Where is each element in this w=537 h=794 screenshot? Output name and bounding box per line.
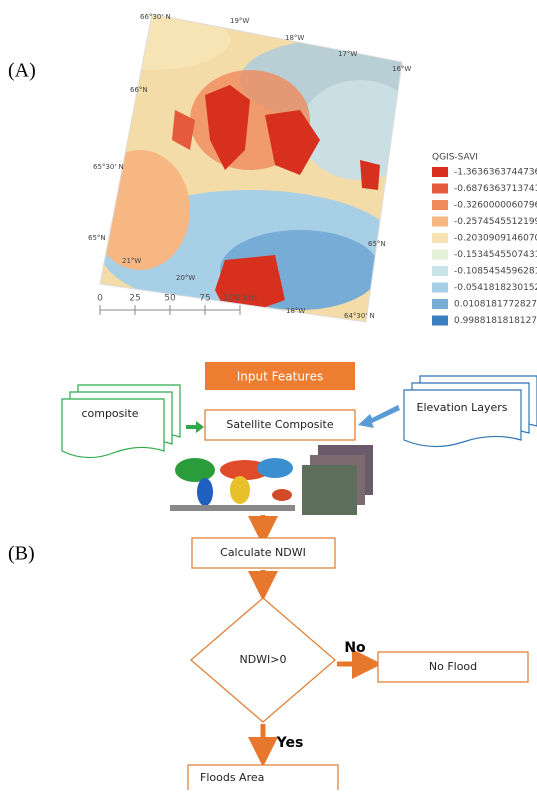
composite-doc bbox=[62, 385, 180, 458]
coordinate: 65°N bbox=[368, 240, 386, 248]
coordinate: 17°W bbox=[338, 50, 357, 58]
scale-label: 0 bbox=[97, 294, 103, 304]
legend-swatch bbox=[432, 316, 448, 326]
panel-label: (A) bbox=[8, 60, 36, 82]
legend-swatch bbox=[432, 283, 448, 293]
legend-swatch bbox=[432, 200, 448, 210]
node-label: No Flood bbox=[429, 660, 477, 673]
legend-swatch bbox=[432, 217, 448, 227]
legend-label: 0.998818181812763 bbox=[454, 316, 537, 326]
legend-swatch bbox=[432, 184, 448, 194]
coordinate: 65°30' N bbox=[93, 163, 124, 171]
legend-label: -0.203090914607062 bbox=[454, 234, 537, 244]
node-label: NDWI>0 bbox=[239, 653, 286, 666]
scale-label: 75 bbox=[199, 294, 210, 304]
scale-label: 50 bbox=[164, 294, 176, 304]
legend-label: -0.257454551219955 bbox=[454, 217, 537, 227]
coordinate: 16°W bbox=[392, 65, 411, 73]
scale-label: 100 km bbox=[223, 294, 257, 304]
legend: QGIS-SAVI -1.3636363744736 -0.68763637137… bbox=[432, 153, 537, 327]
legend-swatch bbox=[432, 167, 448, 177]
panel-label: (B) bbox=[8, 543, 35, 565]
coordinate: 64°30' N bbox=[344, 312, 375, 320]
coordinate: 21°W bbox=[122, 257, 141, 265]
node-label: composite bbox=[81, 407, 138, 420]
legend-title: QGIS-SAVI bbox=[432, 153, 478, 163]
legend-swatch bbox=[432, 299, 448, 309]
coordinate: 66°30' N bbox=[140, 13, 171, 21]
coordinate: 18°W bbox=[286, 307, 305, 315]
legend-label: 0.0108181772827987 bbox=[454, 300, 537, 310]
edge-label: No bbox=[344, 640, 366, 656]
legend-label: -0.108545459628118 bbox=[454, 267, 537, 277]
node-label: Satellite Composite bbox=[226, 418, 333, 431]
legend-label: -1.3636363744736 bbox=[454, 168, 537, 178]
scale-label: 25 bbox=[129, 294, 140, 304]
coordinate: 19°W bbox=[230, 17, 249, 25]
node-label: Input Features bbox=[237, 370, 323, 384]
legend-swatch bbox=[432, 233, 448, 243]
node-label: Floods Area bbox=[200, 771, 264, 784]
figure: (A) 66°30' N 19°W 18°W 17°W 16°W 66°N 65… bbox=[0, 0, 537, 790]
coordinate: 20°W bbox=[176, 274, 195, 282]
legend-swatch bbox=[432, 266, 448, 276]
legend-label: -0.326000006079689 bbox=[454, 201, 537, 211]
edge-label: Yes bbox=[276, 735, 304, 751]
node-label: Calculate NDWI bbox=[220, 546, 306, 559]
coordinate: 66°N bbox=[130, 86, 148, 94]
arrow bbox=[186, 421, 204, 433]
satellite-stack-image bbox=[302, 445, 373, 515]
arrow bbox=[358, 405, 400, 428]
coordinate: 18°W bbox=[285, 34, 304, 42]
scale-bar: 0 25 50 75 100 km bbox=[97, 294, 257, 316]
legend-label: -0.68763637137415 bbox=[454, 184, 537, 194]
coordinate: 65°N bbox=[88, 234, 106, 242]
legend-label: -0.153454550743117 bbox=[454, 250, 537, 260]
world-map-image bbox=[165, 455, 300, 511]
legend-label: -0.0541818230152253 bbox=[454, 283, 537, 293]
legend-swatch bbox=[432, 250, 448, 260]
node-label: Elevation Layers bbox=[417, 401, 508, 414]
